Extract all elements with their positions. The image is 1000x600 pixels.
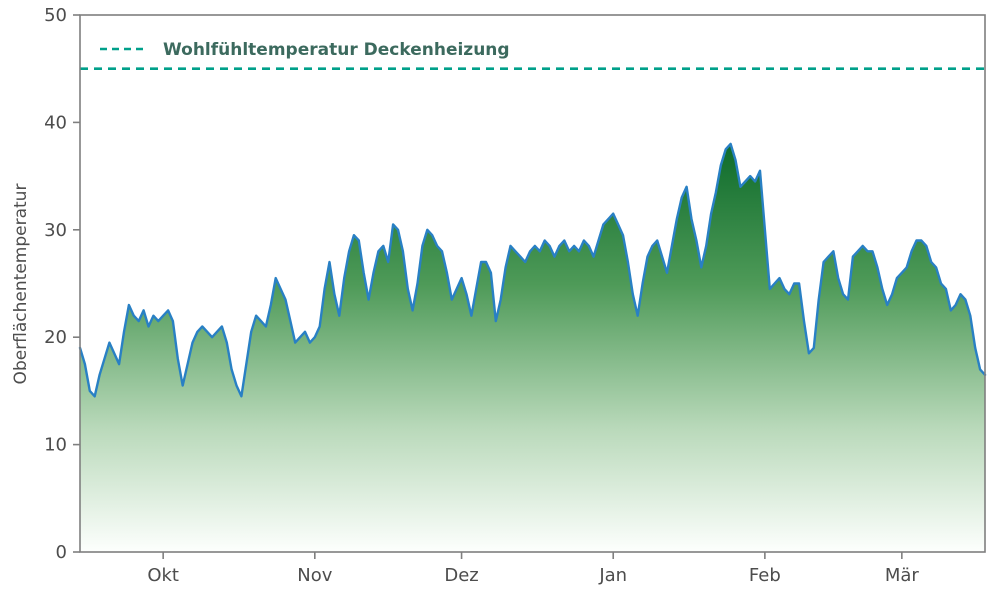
- plot-border: [79, 14, 986, 553]
- tick-label: 40: [44, 112, 67, 133]
- tick-label: Jan: [598, 565, 627, 586]
- tick-label: Nov: [297, 565, 332, 586]
- tick-label: Okt: [147, 565, 179, 586]
- tick-label: 0: [56, 542, 67, 563]
- tick-label: Feb: [749, 565, 781, 586]
- tick-label: 50: [44, 5, 67, 26]
- legend-label: Wohlfühltemperatur Deckenheizung: [163, 40, 510, 60]
- axis-tick-labels: 0 10 20 30 40 50 Okt Nov Dez Jan Feb Mär: [44, 5, 919, 586]
- legend: Wohlfühltemperatur Deckenheizung: [100, 40, 510, 60]
- tick-label: Mär: [885, 565, 920, 586]
- y-axis-label: Oberflächentemperatur: [11, 184, 31, 385]
- tick-label: 30: [44, 220, 67, 241]
- temperature-area: [80, 143, 985, 552]
- tick-label: 20: [44, 327, 67, 348]
- tick-label: Dez: [444, 565, 478, 586]
- temperature-line: [78, 142, 987, 398]
- tick-label: 10: [44, 435, 67, 456]
- axis-ticks: [73, 14, 903, 559]
